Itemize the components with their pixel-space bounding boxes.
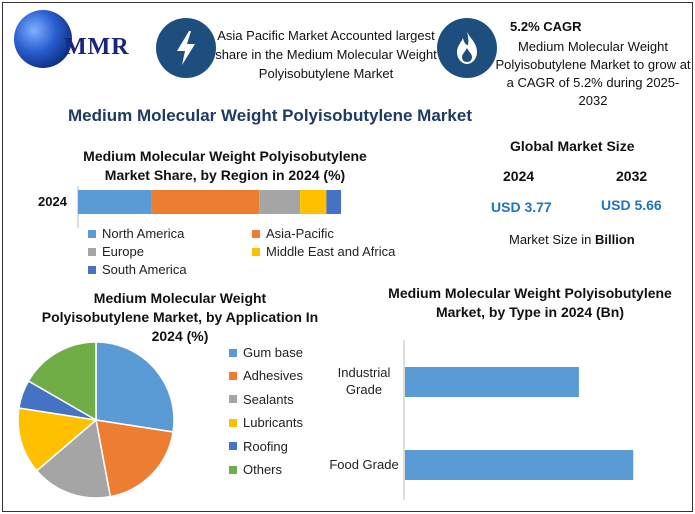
flame-icon [437,18,497,78]
region-bar-segment-north-america [78,190,152,214]
legend-label: Asia-Pacific [266,226,334,241]
region-bar-segment-middle-east-and-africa [300,190,327,214]
application-legend-item: Gum base [229,345,303,360]
type-bar-label: Industrial Grade [337,365,391,397]
application-legend-item: Others [229,462,282,477]
legend-label: Europe [102,244,144,259]
lightning-icon [156,18,216,78]
region-stacked-bar-chart [77,186,341,228]
type-bar-label: Food Grade [329,457,399,472]
type-bar-food-grade [405,450,634,480]
header-box1-text: Asia Pacific Market Accounted largest sh… [215,28,437,81]
legend-label: Sealants [243,391,294,407]
global-market-note: Market Size in Billion [509,232,635,247]
region-bar-segment-south-america [326,190,341,214]
global-market-year-2032: 2032 [616,168,648,184]
legend-label: Lubricants [243,415,303,431]
pie-slice-lubricants [17,407,98,472]
legend-swatch [88,265,96,274]
region-bar-segment-asia-pacific [151,190,260,214]
legend-label: Middle East and Africa [266,244,396,259]
pie-slice-gum-base [95,341,175,433]
type-chart-title: Medium Molecular Weight Polyisobutylene … [388,285,672,320]
cagr-title: 5.2% CAGR [510,19,582,34]
globe-logo-icon [14,10,72,68]
region-legend-item: Asia-Pacific [252,226,334,241]
global-market-value-2024: USD 3.77 [491,199,552,215]
main-title: Medium Molecular Weight Polyisobutylene … [68,106,472,125]
legend-swatch [229,395,237,404]
application-pie-chart [17,341,175,499]
legend-label: Gum base [243,345,303,360]
region-legend-item: Europe [88,244,144,259]
legend-swatch [88,229,96,238]
cagr-text: Medium Molecular Weight Polyisobutylene … [495,39,691,108]
region-legend-item: South America [88,262,187,277]
region-legend-item: North America [88,226,184,241]
global-market-year-2024: 2024 [503,168,535,184]
legend-swatch [229,371,237,380]
logo-text: MMR [64,34,130,60]
legend-swatch [229,418,237,427]
pie-slice-sealants [35,418,112,499]
legend-label: Roofing [243,438,288,454]
region-legend-item: Middle East and Africa [252,244,395,259]
legend-label: Others [243,462,283,477]
legend-label: South America [102,262,187,277]
legend-swatch [229,442,237,451]
application-legend-item: Sealants [229,392,294,407]
type-bar-industrial-grade [405,367,579,397]
legend-label: Adhesives [243,368,303,384]
type-bar-chart [403,340,634,500]
pie-slice-others [27,341,97,422]
legend-swatch [229,465,237,474]
legend-swatch [252,247,260,256]
region-bar-category: 2024 [38,194,67,209]
region-chart-title: Medium Molecular Weight Polyisobutylene … [83,148,367,183]
global-market-title: Global Market Size [510,138,635,154]
application-legend-item: Lubricants [229,415,303,430]
application-legend-item: Roofing [229,439,288,454]
global-market-value-2032: USD 5.66 [601,197,662,213]
legend-label: North America [102,226,185,241]
legend-swatch [88,247,96,256]
region-bar-segment-europe [259,190,301,214]
pie-slice-adhesives [95,419,174,498]
application-legend-item: Adhesives [229,368,303,383]
legend-swatch [252,229,260,238]
application-chart-title: Medium Molecular Weight Polyisobutylene … [41,290,319,344]
legend-swatch [229,348,237,357]
